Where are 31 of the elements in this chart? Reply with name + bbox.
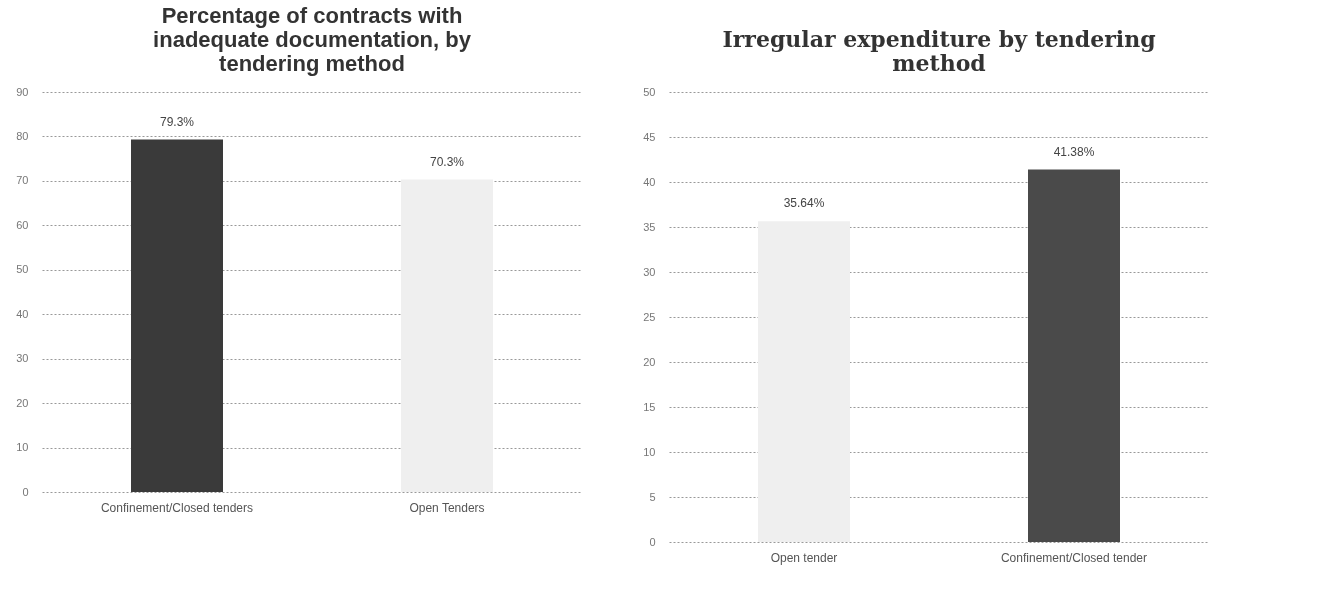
y-tick-label: 50 (16, 263, 29, 276)
y-tick-label: 60 (16, 218, 29, 231)
y-tick-label: 30 (16, 352, 29, 365)
y-tick-label: 5 (649, 490, 656, 503)
y-tick-label: 45 (643, 130, 656, 143)
x-tick-label: Confinement/Closed tender (1000, 550, 1148, 565)
y-tick-label: 10 (16, 441, 29, 454)
y-tick-label: 10 (643, 445, 656, 458)
y-tick-label: 40 (16, 307, 29, 320)
y-tick-label: 35 (643, 220, 656, 233)
y-tick-label: 50 (643, 85, 656, 98)
y-tick-label: 70 (16, 174, 29, 187)
chart-title: Irregular expenditure by tendering method (722, 26, 1156, 76)
y-tick-label: 0 (22, 485, 29, 498)
data-label: 35.64% (783, 196, 825, 211)
y-tick-label: 40 (643, 175, 656, 188)
y-tick-label: 20 (16, 396, 29, 409)
chart-title: Percentage of contracts with inadequate documentation, by tendering method (153, 3, 472, 76)
x-tick-label: Open Tenders (409, 500, 485, 515)
y-tick-label: 90 (16, 85, 29, 98)
x-tick-label: Open tender (770, 550, 838, 565)
x-tick-label: Confinement/Closed tenders (100, 500, 254, 515)
y-tick-label: 25 (643, 310, 656, 323)
data-label: 41.38% (1053, 144, 1095, 159)
y-tick-label: 0 (649, 535, 656, 548)
y-tick-label: 30 (643, 265, 656, 278)
y-tick-label: 20 (643, 355, 656, 368)
y-tick-label: 15 (643, 400, 656, 413)
data-label: 70.3% (429, 154, 465, 169)
y-tick-label: 80 (16, 129, 29, 142)
data-label: 79.3% (159, 114, 195, 129)
